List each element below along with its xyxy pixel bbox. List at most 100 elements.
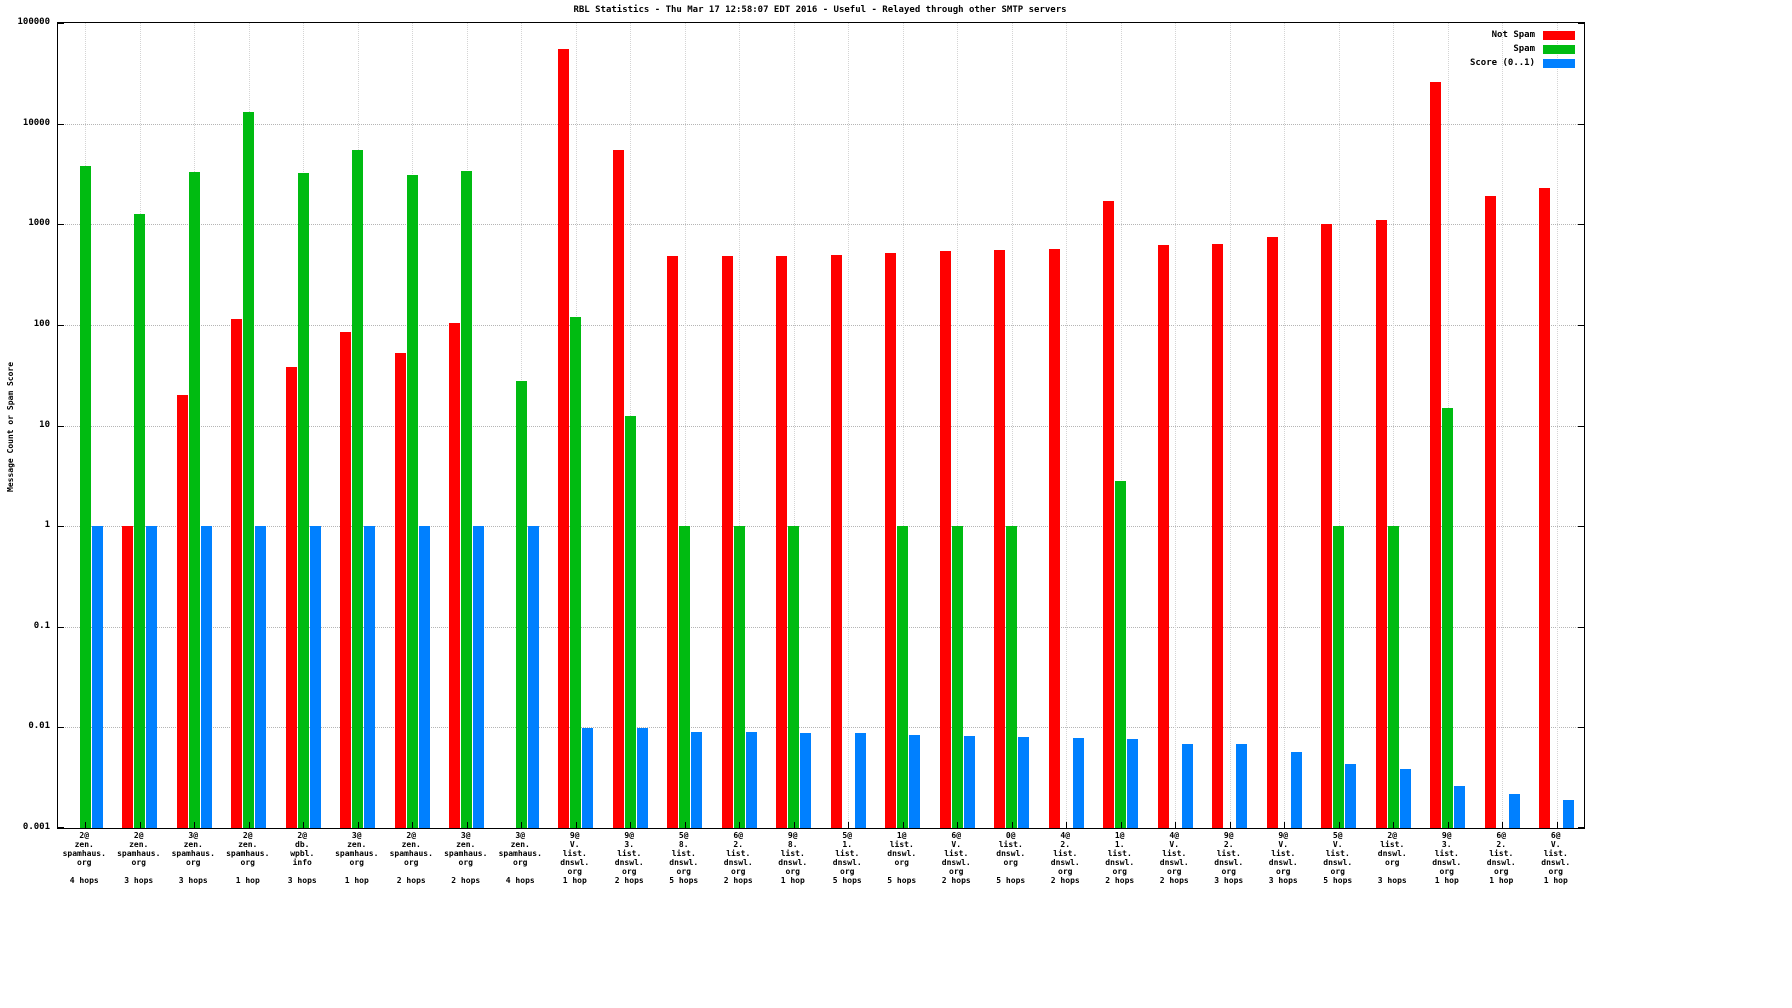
bar-not-spam bbox=[1321, 224, 1333, 828]
bar-not-spam bbox=[176, 395, 188, 828]
y-tick-mark-left bbox=[58, 324, 64, 326]
x-category-label: 9@ 3. list. dnswl. org 2 hops bbox=[614, 831, 644, 885]
legend-label: Spam bbox=[1513, 44, 1535, 54]
bar-not-spam bbox=[939, 251, 951, 828]
bar-score-0-1 bbox=[1072, 737, 1084, 828]
x-tick-mark bbox=[1011, 822, 1013, 828]
bar-spam bbox=[788, 526, 800, 828]
bar-spam bbox=[188, 172, 200, 828]
bar-score-0-1 bbox=[200, 526, 212, 828]
grid-line-vertical bbox=[1066, 23, 1068, 828]
x-category-label: 2@ list. dnswl. org 3 hops bbox=[1377, 831, 1407, 885]
bar-score-0-1 bbox=[800, 732, 812, 828]
grid-line-vertical bbox=[684, 23, 686, 828]
bar-score-0-1 bbox=[418, 526, 430, 828]
x-tick-mark bbox=[1120, 822, 1122, 828]
x-tick-mark bbox=[194, 822, 196, 828]
x-category-label: 4@ V. list. dnswl. org 2 hops bbox=[1159, 831, 1189, 885]
grid-line-vertical bbox=[739, 23, 741, 828]
x-category-label: 3@ zen. spamhaus. org 2 hops bbox=[444, 831, 488, 885]
y-tick-label: 100000 bbox=[17, 17, 50, 27]
legend-label: Not Spam bbox=[1491, 30, 1535, 40]
y-tick-mark-left bbox=[58, 425, 64, 427]
bar-score-0-1 bbox=[909, 734, 921, 828]
bar-not-spam bbox=[885, 252, 897, 828]
bar-score-0-1 bbox=[255, 526, 267, 828]
y-tick-mark-right bbox=[1578, 23, 1584, 24]
bar-spam bbox=[897, 526, 909, 828]
x-category-label: 6@ 2. list. dnswl. org 1 hop bbox=[1486, 831, 1516, 885]
bar-spam bbox=[461, 170, 473, 828]
x-tick-mark bbox=[684, 822, 686, 828]
bar-score-0-1 bbox=[364, 526, 376, 828]
bar-spam bbox=[515, 380, 527, 828]
y-tick-mark-left bbox=[58, 727, 64, 729]
grid-line-vertical bbox=[1393, 23, 1395, 828]
grid-line-vertical bbox=[1229, 23, 1231, 828]
bar-spam bbox=[1333, 526, 1345, 828]
y-tick-mark-left bbox=[58, 827, 64, 828]
x-tick-mark bbox=[303, 822, 305, 828]
bar-score-0-1 bbox=[146, 526, 158, 828]
bar-score-0-1 bbox=[1290, 751, 1302, 828]
legend-swatch bbox=[1543, 30, 1575, 40]
bar-spam bbox=[352, 149, 364, 828]
grid-line-vertical bbox=[1011, 23, 1013, 828]
bar-not-spam bbox=[1212, 243, 1224, 828]
bar-not-spam bbox=[449, 322, 461, 828]
grid-line-vertical bbox=[902, 23, 904, 828]
x-tick-mark bbox=[957, 822, 959, 828]
bar-spam bbox=[1387, 526, 1399, 828]
grid-line-vertical bbox=[1284, 23, 1286, 828]
bar-score-0-1 bbox=[473, 526, 485, 828]
grid-line-horizontal bbox=[58, 425, 1584, 427]
y-tick-mark-right bbox=[1578, 526, 1584, 528]
x-tick-mark bbox=[1393, 822, 1395, 828]
bar-not-spam bbox=[1266, 236, 1278, 828]
bar-score-0-1 bbox=[854, 733, 866, 828]
bar-not-spam bbox=[340, 331, 352, 828]
grid-line-horizontal bbox=[58, 526, 1584, 528]
grid-line-horizontal bbox=[58, 324, 1584, 326]
chart-title: RBL Statistics - Thu Mar 17 12:58:07 EDT… bbox=[573, 5, 1067, 15]
y-tick-label: 1000 bbox=[28, 218, 50, 229]
x-tick-mark bbox=[85, 822, 87, 828]
bar-spam bbox=[406, 174, 418, 828]
bar-score-0-1 bbox=[963, 736, 975, 828]
bar-not-spam bbox=[1157, 245, 1169, 828]
y-tick-mark-right bbox=[1578, 123, 1584, 125]
x-tick-mark bbox=[902, 822, 904, 828]
y-tick-mark-left bbox=[58, 123, 64, 125]
x-tick-mark bbox=[248, 822, 250, 828]
legend-label: Score (0..1) bbox=[1469, 58, 1535, 68]
y-tick-label: 1 bbox=[44, 520, 50, 531]
x-tick-mark bbox=[848, 822, 850, 828]
bar-score-0-1 bbox=[1454, 786, 1466, 828]
bar-not-spam bbox=[1103, 201, 1115, 828]
x-tick-mark bbox=[357, 822, 359, 828]
bar-score-0-1 bbox=[1508, 793, 1520, 828]
x-category-label: 9@ 2. list. dnswl. org 3 hops bbox=[1214, 831, 1244, 885]
bar-spam bbox=[134, 214, 146, 828]
x-category-label: 5@ 1. list. dnswl. org 5 hops bbox=[832, 831, 862, 885]
x-tick-mark bbox=[575, 822, 577, 828]
x-category-label: 0@ list. dnswl. org 5 hops bbox=[996, 831, 1026, 885]
y-tick-mark-right bbox=[1578, 827, 1584, 828]
legend-item: Spam bbox=[1470, 44, 1575, 54]
x-category-label: 9@ V. list. dnswl. org 1 hop bbox=[560, 831, 590, 885]
bar-spam bbox=[1006, 526, 1018, 828]
legend-swatch bbox=[1543, 44, 1575, 54]
y-tick-mark-left bbox=[58, 626, 64, 628]
x-category-label: 6@ V. list. dnswl. org 1 hop bbox=[1541, 831, 1571, 885]
bar-not-spam bbox=[1048, 248, 1060, 828]
x-category-label: 2@ zen. spamhaus. org 2 hops bbox=[389, 831, 433, 885]
y-tick-mark-left bbox=[58, 526, 64, 528]
bar-not-spam bbox=[721, 256, 733, 828]
bar-not-spam bbox=[830, 255, 842, 828]
bar-not-spam bbox=[1484, 196, 1496, 828]
y-tick-label: 100 bbox=[33, 318, 50, 329]
y-tick-mark-left bbox=[58, 224, 64, 226]
bar-score-0-1 bbox=[582, 728, 594, 828]
bar-spam bbox=[297, 173, 309, 828]
grid-line-vertical bbox=[793, 23, 795, 828]
